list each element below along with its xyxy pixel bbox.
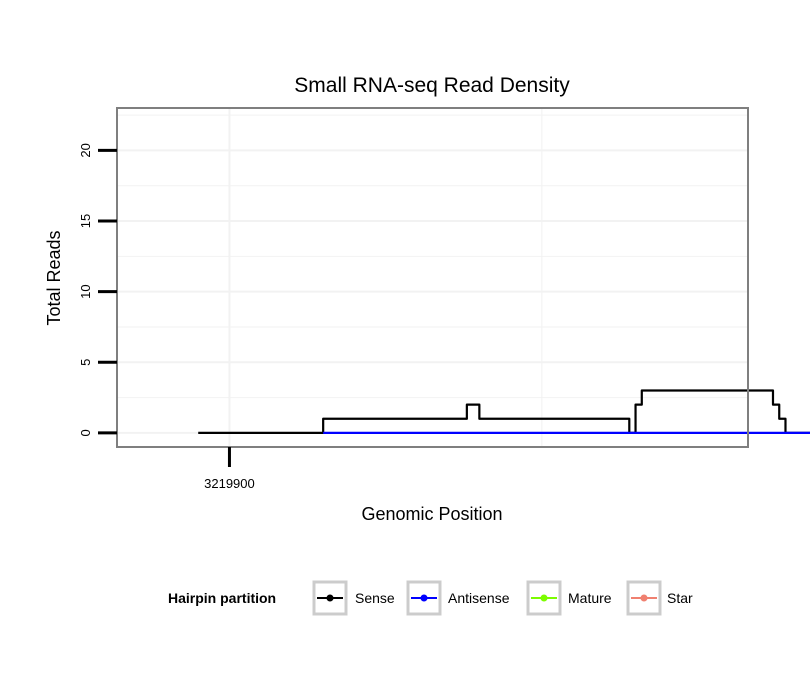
legend-label-mature: Mature [568, 590, 612, 606]
x-axis-label: Genomic Position [361, 504, 502, 524]
y-tick-label: 5 [78, 359, 93, 366]
x-axis: 321990032198003219700 [204, 447, 255, 491]
y-tick-label: 10 [78, 284, 93, 298]
legend-label-sense: Sense [355, 590, 395, 606]
y-tick-label: 20 [78, 143, 93, 157]
legend-dot-antisense [420, 594, 428, 602]
series-lines [198, 389, 810, 434]
legend: Hairpin partition Sense Antisense Mature St… [168, 580, 693, 616]
legend-label-star: Star [667, 590, 693, 606]
legend-dot-star [640, 594, 648, 602]
legend-dot-sense [326, 594, 334, 602]
plot-border [116, 107, 749, 448]
legend-dot-mature [540, 594, 548, 602]
y-tick-label: 0 [78, 429, 93, 436]
grid-lines [117, 108, 748, 447]
plot-panel [117, 108, 748, 447]
legend-title: Hairpin partition [168, 590, 276, 606]
y-axis-label: Total Reads [44, 230, 64, 325]
x-tick-label: 3219900 [204, 476, 255, 491]
series-sense-line [198, 389, 810, 434]
legend-item-sense: Sense [312, 580, 395, 616]
legend-item-antisense: Antisense [406, 580, 510, 616]
legend-item-mature: Mature [526, 580, 612, 616]
legend-item-star: Star [626, 580, 693, 616]
legend-label-antisense: Antisense [448, 590, 510, 606]
y-tick-label: 15 [78, 214, 93, 228]
y-axis: 0 5 10 15 20 [78, 143, 117, 436]
chart-title: Small RNA-seq Read Density [294, 74, 570, 97]
